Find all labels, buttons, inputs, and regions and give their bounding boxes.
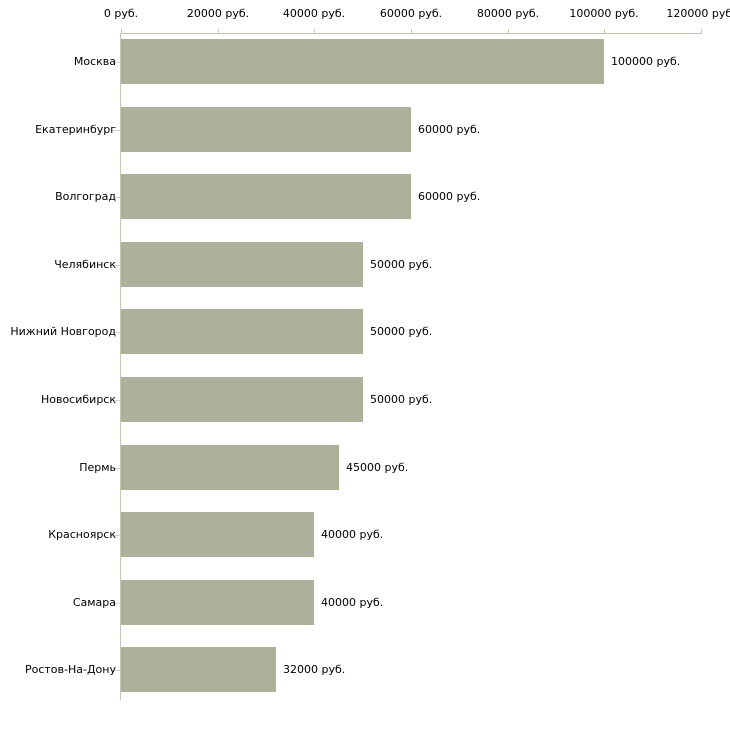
category-tick: [113, 265, 120, 266]
bar: [121, 580, 314, 625]
bar: [121, 242, 363, 287]
value-label: 50000 руб.: [370, 258, 433, 271]
bar: [121, 647, 276, 692]
value-label: 100000 руб.: [611, 55, 681, 68]
x-axis-tick-label: 40000 руб.: [282, 7, 346, 20]
x-axis-tick: [701, 29, 702, 34]
value-label: 50000 руб.: [370, 393, 433, 406]
category-tick: [113, 535, 120, 536]
value-label: 40000 руб.: [321, 596, 384, 609]
category-tick: [113, 332, 120, 333]
x-axis-tick-label: 120000 руб.: [666, 7, 730, 20]
category-tick: [113, 603, 120, 604]
category-label: Волгоград: [55, 190, 116, 203]
bar: [121, 39, 604, 84]
bar: [121, 174, 411, 219]
x-axis-tick-label: 20000 руб.: [186, 7, 250, 20]
category-label: Самара: [72, 596, 116, 609]
value-label: 40000 руб.: [321, 528, 384, 541]
category-tick: [113, 468, 120, 469]
x-axis-tick-label: 80000 руб.: [476, 7, 540, 20]
value-label: 60000 руб.: [418, 190, 481, 203]
category-tick: [113, 130, 120, 131]
value-label: 60000 руб.: [418, 123, 481, 136]
bar: [121, 309, 363, 354]
category-label: Пермь: [79, 461, 116, 474]
bar: [121, 445, 339, 490]
x-axis-tick-label: 0 руб.: [103, 7, 139, 20]
category-tick: [113, 400, 120, 401]
category-label: Екатеринбург: [35, 123, 116, 136]
x-axis-tick-label: 100000 руб.: [569, 7, 639, 20]
value-label: 45000 руб.: [346, 461, 409, 474]
x-axis-tick: [314, 29, 315, 34]
category-label: Москва: [73, 55, 116, 68]
category-label: Новосибирск: [40, 393, 116, 406]
category-label: Красноярск: [48, 528, 116, 541]
category-label: Ростов-На-Дону: [24, 663, 116, 676]
bar: [121, 107, 411, 152]
x-axis-tick: [411, 29, 412, 34]
value-label: 50000 руб.: [370, 325, 433, 338]
value-label: 32000 руб.: [283, 663, 346, 676]
bar: [121, 512, 314, 557]
y-axis-line: [120, 33, 121, 701]
x-axis-tick: [508, 29, 509, 34]
category-label: Нижний Новгород: [10, 325, 116, 338]
x-axis-tick: [121, 29, 122, 34]
category-tick: [113, 197, 120, 198]
x-axis-tick: [218, 29, 219, 34]
x-axis-tick-label: 60000 руб.: [379, 7, 443, 20]
category-label: Челябинск: [54, 258, 116, 271]
bar: [121, 377, 363, 422]
x-axis-tick: [604, 29, 605, 34]
category-tick: [113, 62, 120, 63]
category-tick: [113, 670, 120, 671]
